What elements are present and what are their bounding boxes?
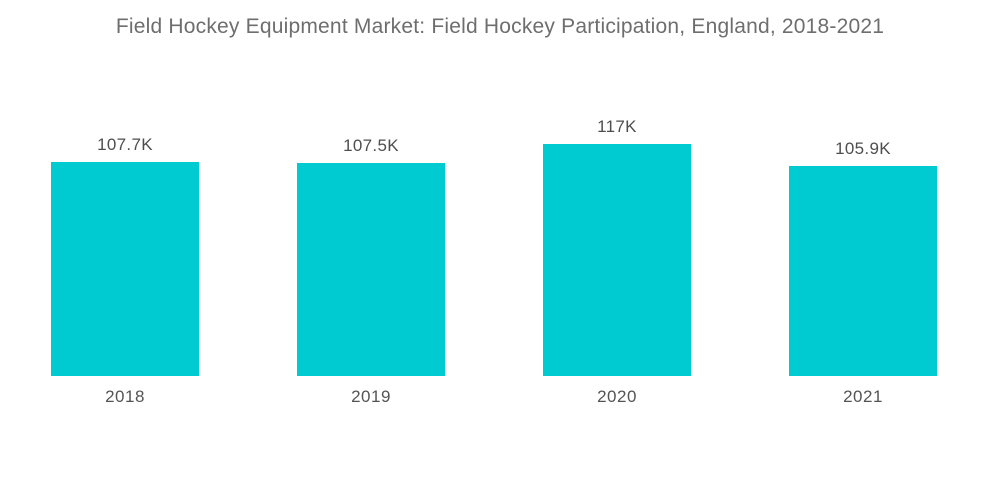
x-tick-label: 2019 <box>351 387 391 406</box>
bar-column: 105.9K <box>740 100 986 376</box>
bar-column: 117K <box>494 100 740 376</box>
bar-column: 107.5K <box>248 100 494 376</box>
bar-column: 107.7K <box>2 100 248 376</box>
bar <box>51 162 199 376</box>
bar-value-label: 105.9K <box>835 139 891 158</box>
x-tick-label: 2021 <box>843 387 883 406</box>
bar <box>297 162 445 376</box>
x-tick-label: 2018 <box>105 387 145 406</box>
bar-value-label: 117K <box>597 117 637 136</box>
bar-value-label: 107.7K <box>97 135 153 155</box>
x-axis-labels: 2018 2019 2020 2021 <box>2 387 986 407</box>
bar <box>543 144 691 376</box>
x-tick-label: 2020 <box>597 387 637 406</box>
bar-value-label: 107.5K <box>343 135 399 155</box>
chart-title: Field Hockey Equipment Market: Field Hoc… <box>115 15 885 38</box>
bar-plot-area: 107.7K 107.5K 117K 105.9K <box>2 100 986 376</box>
bar <box>789 166 937 376</box>
